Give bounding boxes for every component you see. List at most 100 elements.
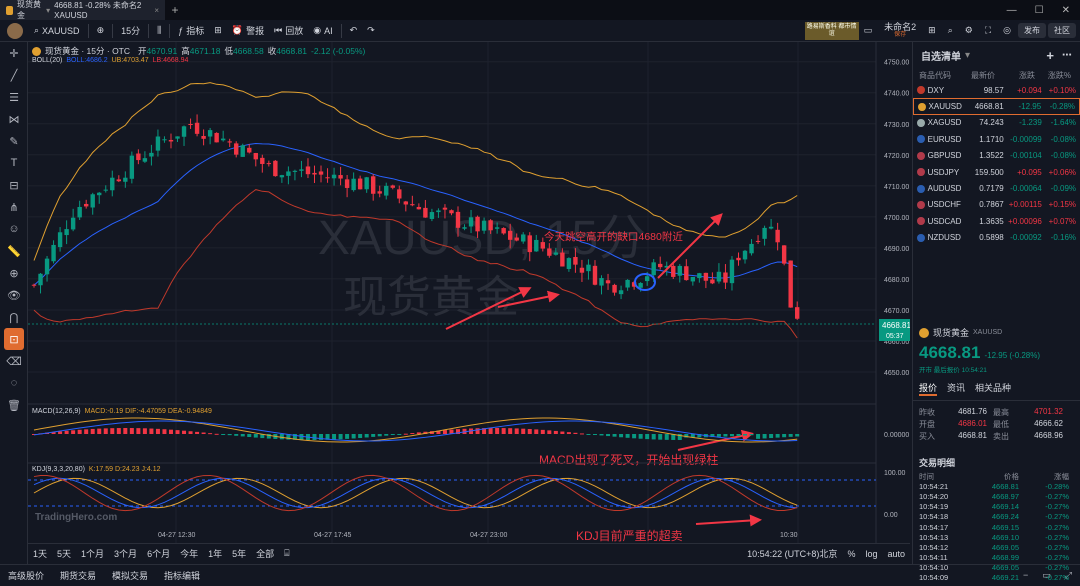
brush-icon[interactable]: ✎ [9, 135, 19, 148]
watchlist-row[interactable]: EURUSD 1.1710 -0.00099 -0.08% [913, 131, 1080, 147]
clock-text[interactable]: 10:54:22 (UTC+8)北京 [747, 549, 838, 559]
eye-icon[interactable]: 👁 [7, 289, 21, 302]
fullscreen-icon[interactable]: ⛶ [984, 25, 992, 35]
zoom-icon[interactable]: ⊕ [9, 267, 19, 280]
annotation-gap: 今天跳空高开的缺口4680附近 [544, 230, 683, 243]
watchlist-row[interactable]: USDJPY 159.500 +0.095 +0.06% [913, 164, 1080, 180]
chart-tab[interactable]: 现货黄金 ▾ 4668.81 -0.28% 未命名2 XAUUSD × [0, 0, 165, 20]
replay-button[interactable]: ⏮ 回放 [269, 24, 308, 37]
camera-icon[interactable]: ◎ [1003, 25, 1011, 35]
templates-button[interactable]: ⊞ [209, 25, 227, 36]
symbol-search[interactable]: ⌕ XAUUSD [29, 25, 85, 36]
position-icon[interactable]: ⊟ [9, 179, 19, 192]
tab-related[interactable]: 相关品种 [975, 383, 1012, 393]
magnet-icon[interactable]: ⋂ [9, 311, 19, 324]
visibility-icon[interactable]: ◌ [10, 377, 18, 389]
expand-icon[interactable]: ⤢ [1064, 570, 1072, 580]
interval-button[interactable]: 15分 [116, 24, 145, 37]
range-3[interactable]: 3个月 [114, 549, 138, 559]
range-2[interactable]: 1个月 [81, 549, 105, 559]
search-icon-right[interactable]: ⌕ [947, 25, 953, 35]
grid-layout-icon[interactable]: ⊞ [928, 25, 936, 35]
range-6[interactable]: 1年 [208, 549, 223, 559]
footer-tab-0[interactable]: 高级股价 [8, 571, 45, 581]
minus-icon[interactable]: − [1023, 570, 1029, 580]
watchlist-row[interactable]: DXY 98.57 +0.094 +0.10% [913, 82, 1080, 98]
price-chart[interactable]: XAUUSD, 15分 现货黄金 4750.004740.004730.0047… [28, 42, 910, 543]
pattern-icon[interactable]: ⋈ [8, 113, 20, 126]
log-toggle[interactable]: log [865, 548, 878, 559]
chevron-down-icon[interactable]: ▾ [46, 5, 51, 15]
fib-icon[interactable]: ☰ [9, 91, 19, 104]
row-pct: +0.07% [1048, 216, 1077, 226]
tab-quote[interactable]: 报价 [919, 381, 938, 396]
watchlist-title[interactable]: 自选清单 [921, 51, 961, 63]
alert-button[interactable]: ⏰ 警报 [227, 24, 269, 37]
trash-icon[interactable]: 🗑 [7, 399, 21, 412]
chart-area[interactable]: XAUUSD, 15分 现货黄金 4750.00 4740.00 4730.00 47… [28, 42, 910, 564]
range-8[interactable]: 全部 [256, 549, 275, 559]
range-7[interactable]: 5年 [232, 549, 247, 559]
watchlist-row[interactable]: XAGUSD 74.243 -1.239 -1.64% [913, 115, 1080, 131]
low-label: 低 [224, 46, 234, 56]
settings-icon[interactable]: ⚙ [964, 25, 973, 35]
maximize-icon[interactable]: ☐ [1034, 4, 1044, 16]
lock-icon[interactable]: ⊡ [4, 328, 24, 350]
candle-body [534, 239, 539, 252]
percent-toggle[interactable]: % [847, 548, 856, 559]
macd-bar [736, 434, 741, 436]
footer-tab-2[interactable]: 模拟交易 [112, 571, 149, 581]
calendar-icon[interactable]: ⌸ [284, 548, 290, 558]
col-change-pct[interactable]: 涨跌% [1047, 70, 1071, 80]
range-1[interactable]: 5天 [57, 549, 72, 559]
close-icon[interactable]: × [154, 5, 159, 15]
node-icon[interactable]: ⋔ [9, 201, 19, 214]
window-icon[interactable]: ▭ [1042, 570, 1051, 580]
watchlist-row[interactable]: USDCHF 0.7867 +0.00115 +0.15% [913, 197, 1080, 213]
avatar[interactable] [7, 22, 23, 39]
range-0[interactable]: 1天 [33, 549, 48, 559]
watchlist-row[interactable]: XAUUSD 4668.81 -12.95 -0.28% [913, 98, 1080, 115]
candle-body [540, 242, 545, 249]
emoji-icon[interactable]: ☺ [8, 223, 20, 235]
add-icon[interactable]: + [1046, 47, 1054, 63]
auto-toggle[interactable]: auto [887, 548, 905, 559]
quote-cell: 卖出 [993, 432, 1009, 441]
range-4[interactable]: 6个月 [147, 549, 171, 559]
col-symbol[interactable]: 商品代码 [919, 70, 951, 80]
col-change[interactable]: 涨跌 [1019, 70, 1035, 80]
community-button[interactable]: 社区 [1048, 23, 1076, 38]
macd-bar [240, 434, 245, 437]
trendline-icon[interactable]: ╱ [10, 69, 18, 82]
range-5[interactable]: 今年 [180, 549, 199, 559]
footer-tab-3[interactable]: 指标编辑 [164, 571, 201, 581]
ai-button[interactable]: ◉ AI [308, 25, 337, 36]
watchlist-row[interactable]: NZDUSD 0.5898 -0.00092 -0.16% [913, 230, 1080, 246]
chart-type-button[interactable]: ⫼ [152, 25, 166, 36]
more-icon[interactable]: ⋯ [1062, 49, 1072, 61]
layout-name[interactable]: 未命名2 保存 [879, 22, 921, 39]
crosshair-icon[interactable]: ✛ [9, 47, 19, 60]
footer-tab-1[interactable]: 期货交易 [60, 571, 97, 581]
watchlist-row[interactable]: AUDUSD 0.7179 -0.00064 -0.09% [913, 180, 1080, 196]
eraser-icon[interactable]: ⌫ [6, 355, 22, 368]
indicators-button[interactable]: ƒ 指标 [173, 24, 209, 37]
text-icon[interactable]: T [10, 157, 18, 169]
close-label: 收 [267, 46, 277, 56]
tab-news[interactable]: 资讯 [947, 383, 966, 393]
layout-icon[interactable]: ▭ [863, 25, 873, 35]
flag-icon [917, 184, 925, 193]
redo-button[interactable]: ↷ [362, 25, 380, 36]
publish-button[interactable]: 发布 [1018, 23, 1046, 38]
watchlist-row[interactable]: USDCAD 1.3635 +0.00096 +0.07% [913, 213, 1080, 229]
watchlist-row[interactable]: GBPUSD 1.3522 -0.00104 -0.08% [913, 148, 1080, 164]
ad-banner[interactable]: 路易斯香料 都市情谊 [804, 21, 859, 40]
add-symbol-button[interactable]: ⊕ [92, 25, 110, 36]
undo-button[interactable]: ↶ [345, 25, 363, 36]
chevron-down-icon[interactable]: ▾ [965, 49, 971, 61]
new-tab-button[interactable]: + [171, 3, 179, 17]
minimize-icon[interactable]: — [1006, 4, 1017, 16]
close-window-icon[interactable]: ✕ [1061, 4, 1070, 16]
col-price[interactable]: 最新价 [971, 70, 995, 80]
ruler-icon[interactable]: 📏 [7, 245, 21, 258]
